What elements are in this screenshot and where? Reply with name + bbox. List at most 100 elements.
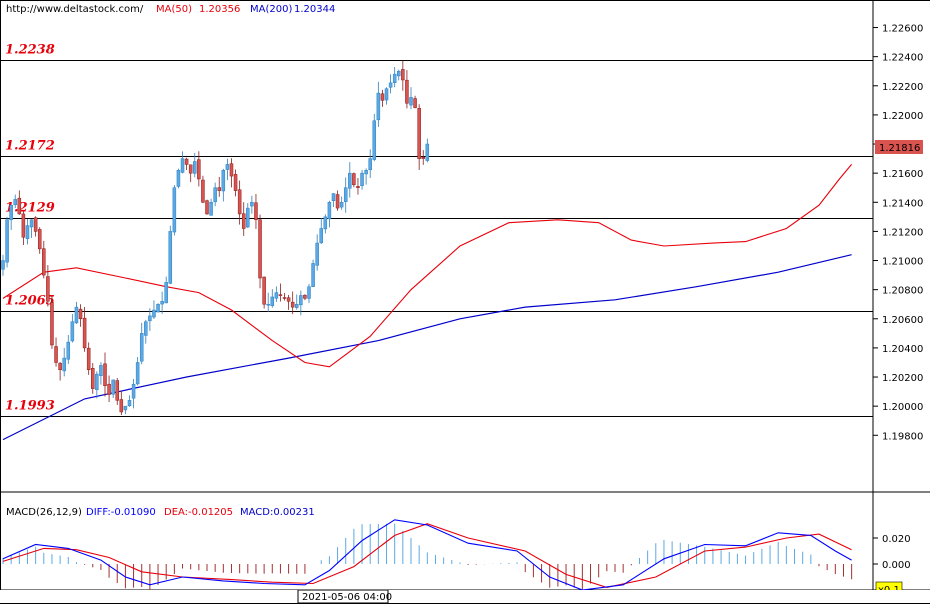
y-tick-label: 1.19800 <box>882 431 923 442</box>
ma200-label: MA(200) <box>250 4 292 15</box>
candle <box>237 180 242 225</box>
candle <box>319 218 323 245</box>
candle <box>274 286 279 302</box>
ma200-line <box>2 254 852 441</box>
price-tag-box <box>875 140 923 154</box>
candle <box>295 294 299 310</box>
candle <box>54 337 58 367</box>
candle <box>148 308 152 331</box>
macd-name: MACD(26,12,9) <box>6 507 82 518</box>
y-tick-label: 1.21200 <box>882 227 923 238</box>
header-url[interactable]: http://www.deltastock.com/ <box>6 4 144 15</box>
candle <box>213 182 217 207</box>
candle <box>172 185 177 236</box>
candle <box>156 303 160 313</box>
ma50-label: MA(50) <box>156 4 192 15</box>
y-tick-label: 1.21000 <box>882 257 923 268</box>
candle <box>368 149 372 178</box>
candle <box>139 322 144 365</box>
candle <box>111 379 115 399</box>
candle <box>335 190 340 211</box>
candle <box>164 276 168 304</box>
candle <box>246 202 250 228</box>
candle <box>286 294 291 310</box>
y-tick-label: 1.22600 <box>882 24 923 35</box>
candle <box>299 290 303 316</box>
candle <box>397 69 401 81</box>
y-tick-label: 1.20400 <box>882 344 923 355</box>
candle <box>225 158 230 181</box>
macd-value: MACD:0.00231 <box>240 507 315 518</box>
candle <box>348 162 352 198</box>
candle <box>250 195 254 214</box>
candle <box>62 347 66 377</box>
candle <box>184 157 189 170</box>
candle <box>74 301 79 324</box>
candle <box>123 405 128 415</box>
candle <box>266 292 270 313</box>
candle <box>82 307 87 352</box>
candle <box>193 152 197 178</box>
candle <box>197 151 201 187</box>
candle <box>127 395 132 407</box>
macd-tick-label: 0.020 <box>882 534 911 545</box>
candle <box>401 60 405 91</box>
diff-line <box>2 519 852 591</box>
candle <box>50 296 54 349</box>
y-tick-label: 1.20600 <box>882 315 923 326</box>
time-label: 2021-05-06 04:00 <box>302 592 392 603</box>
macd-dea: DEA:-0.01205 <box>164 507 233 518</box>
y-tick-label: 1.20200 <box>882 373 923 384</box>
candle <box>384 87 389 105</box>
candle <box>327 200 332 228</box>
candle <box>254 194 258 229</box>
candle <box>119 390 124 416</box>
candle <box>99 362 103 385</box>
y-tick-label: 1.20800 <box>882 286 923 297</box>
candle <box>413 95 417 109</box>
candle <box>168 225 173 285</box>
candle <box>176 168 181 189</box>
candle <box>339 196 344 210</box>
level-label-0: 1.2238 <box>5 43 55 58</box>
candle <box>380 89 385 107</box>
candle <box>5 216 9 268</box>
candle <box>131 378 136 409</box>
time-bar <box>0 590 930 604</box>
ma200-value: 1.20344 <box>294 4 335 15</box>
candle <box>37 227 42 254</box>
level-label-4: 1.1993 <box>5 399 55 414</box>
candle <box>392 67 397 88</box>
candle <box>209 198 213 216</box>
candle <box>9 204 13 230</box>
candle <box>331 193 336 208</box>
candle <box>152 300 156 320</box>
candle <box>33 216 38 237</box>
ma50-line <box>2 164 853 368</box>
candle <box>25 219 30 245</box>
candle <box>278 283 283 302</box>
level-label-3: 1.2065 <box>5 294 55 309</box>
candle <box>241 202 246 236</box>
candle <box>282 292 287 301</box>
candle <box>405 70 409 109</box>
candle <box>205 199 209 215</box>
candle <box>86 342 91 375</box>
candle <box>376 81 381 127</box>
level-label-1: 1.2172 <box>5 139 55 154</box>
candle <box>135 357 140 386</box>
candle <box>409 87 413 110</box>
y-tick-label: 1.21400 <box>882 198 923 209</box>
candle <box>66 335 71 364</box>
y-tick-label: 1.22200 <box>882 82 923 93</box>
candle <box>29 219 34 238</box>
candle <box>201 175 205 204</box>
macd-diff: DIFF:-0.01090 <box>86 507 156 518</box>
candle <box>13 194 17 209</box>
time-label-box <box>297 589 389 604</box>
candle <box>270 289 275 308</box>
level-label-2: 1.2129 <box>5 201 55 216</box>
candle <box>229 158 234 188</box>
